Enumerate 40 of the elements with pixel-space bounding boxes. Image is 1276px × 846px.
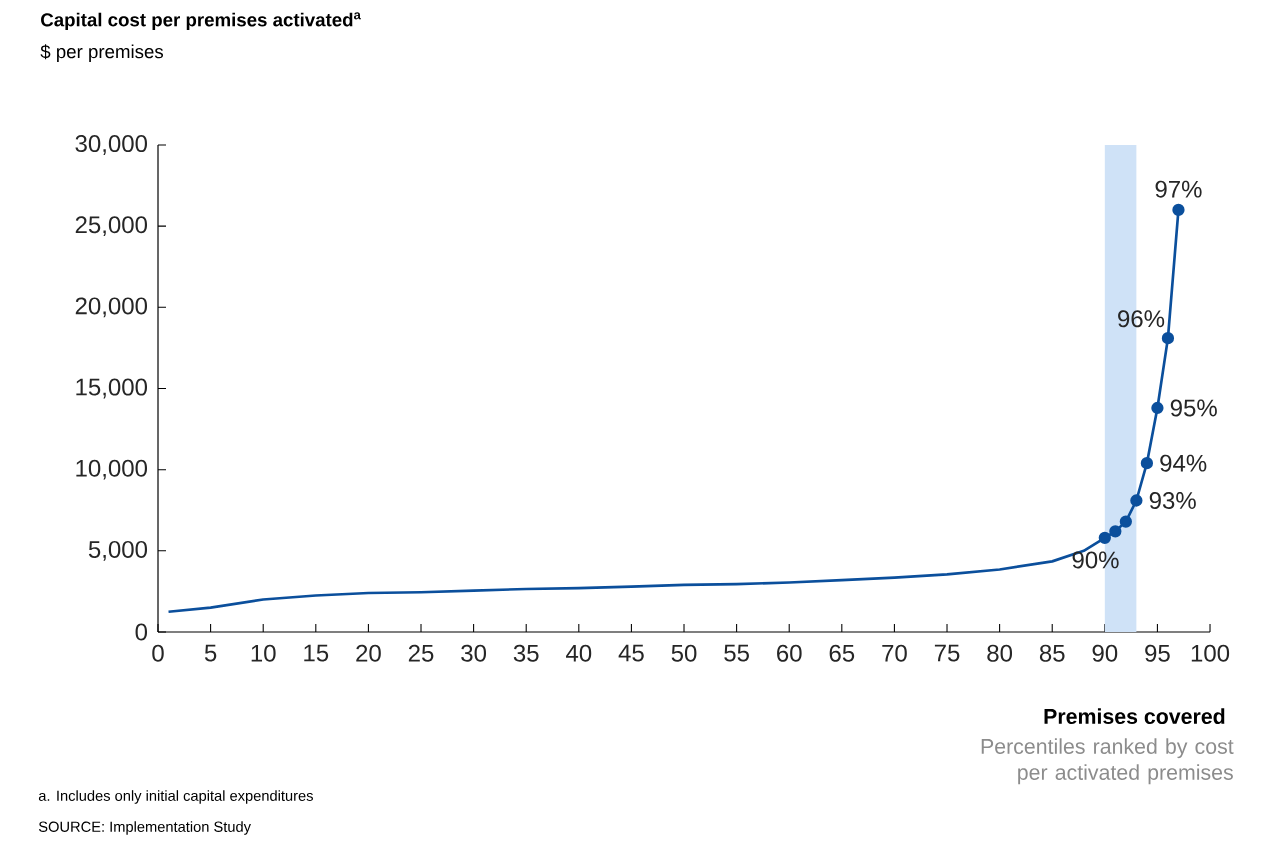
y-tick-label: 20,000 (75, 297, 148, 318)
x-tick-label: 45 (618, 644, 644, 662)
chart-subtitle: $ per premises (40, 44, 164, 62)
x-tick-label: 100 (1191, 644, 1230, 662)
source-note: SOURCE: Implementation Study (38, 821, 251, 835)
text: a. Includes only initial capital expenditures (38, 790, 313, 804)
y-tick-label: 15,000 (76, 378, 148, 399)
x-axis-title: Premises covered (1044, 708, 1225, 724)
x-tick-label: 75 (934, 644, 960, 662)
annotation: 94% (1160, 454, 1207, 472)
annotation: 93% (1149, 492, 1196, 509)
x-tick-label: 20 (356, 644, 381, 662)
y-tick-label: 10,000 (76, 459, 148, 480)
x-tick-label: 90 (1092, 644, 1118, 662)
x-tick-label: 0 (152, 644, 164, 662)
annotation: 97% (1155, 180, 1202, 198)
x-tick-label: 50 (671, 644, 697, 662)
x-tick-label: 70 (882, 644, 907, 662)
annotation: 95% (1170, 399, 1217, 417)
x-tick-label: 30 (461, 644, 487, 662)
annotation: 90% (1072, 551, 1119, 569)
x-tick-label: 15 (304, 644, 329, 662)
annotation: 96% (1118, 310, 1165, 328)
x-tick-label: 85 (1039, 644, 1065, 662)
y-tick-label: 5,000 (88, 540, 148, 561)
chart-title: Capital cost per premises activated$^{a}$ (41, 12, 361, 31)
x-tick-label: 60 (777, 644, 802, 662)
x-tick-label: 80 (987, 644, 1013, 662)
y-tick-label: 30,000 (75, 135, 148, 155)
y-tick-label: 25,000 (75, 216, 148, 237)
y-tick-label: 0 (135, 623, 148, 641)
x-tick-label: 10 (251, 644, 276, 662)
x-tick-label: 5 (204, 644, 217, 662)
x-tick-label: 25 (408, 644, 434, 662)
x-tick-label: 55 (724, 644, 749, 662)
x-tick-label: 65 (829, 644, 855, 662)
x-tick-label: 95 (1145, 644, 1170, 662)
x-tick-label: 40 (566, 644, 592, 662)
text: Percentiles ranked by cost per activated premises (981, 738, 1234, 785)
x-tick-label: 35 (513, 644, 539, 662)
